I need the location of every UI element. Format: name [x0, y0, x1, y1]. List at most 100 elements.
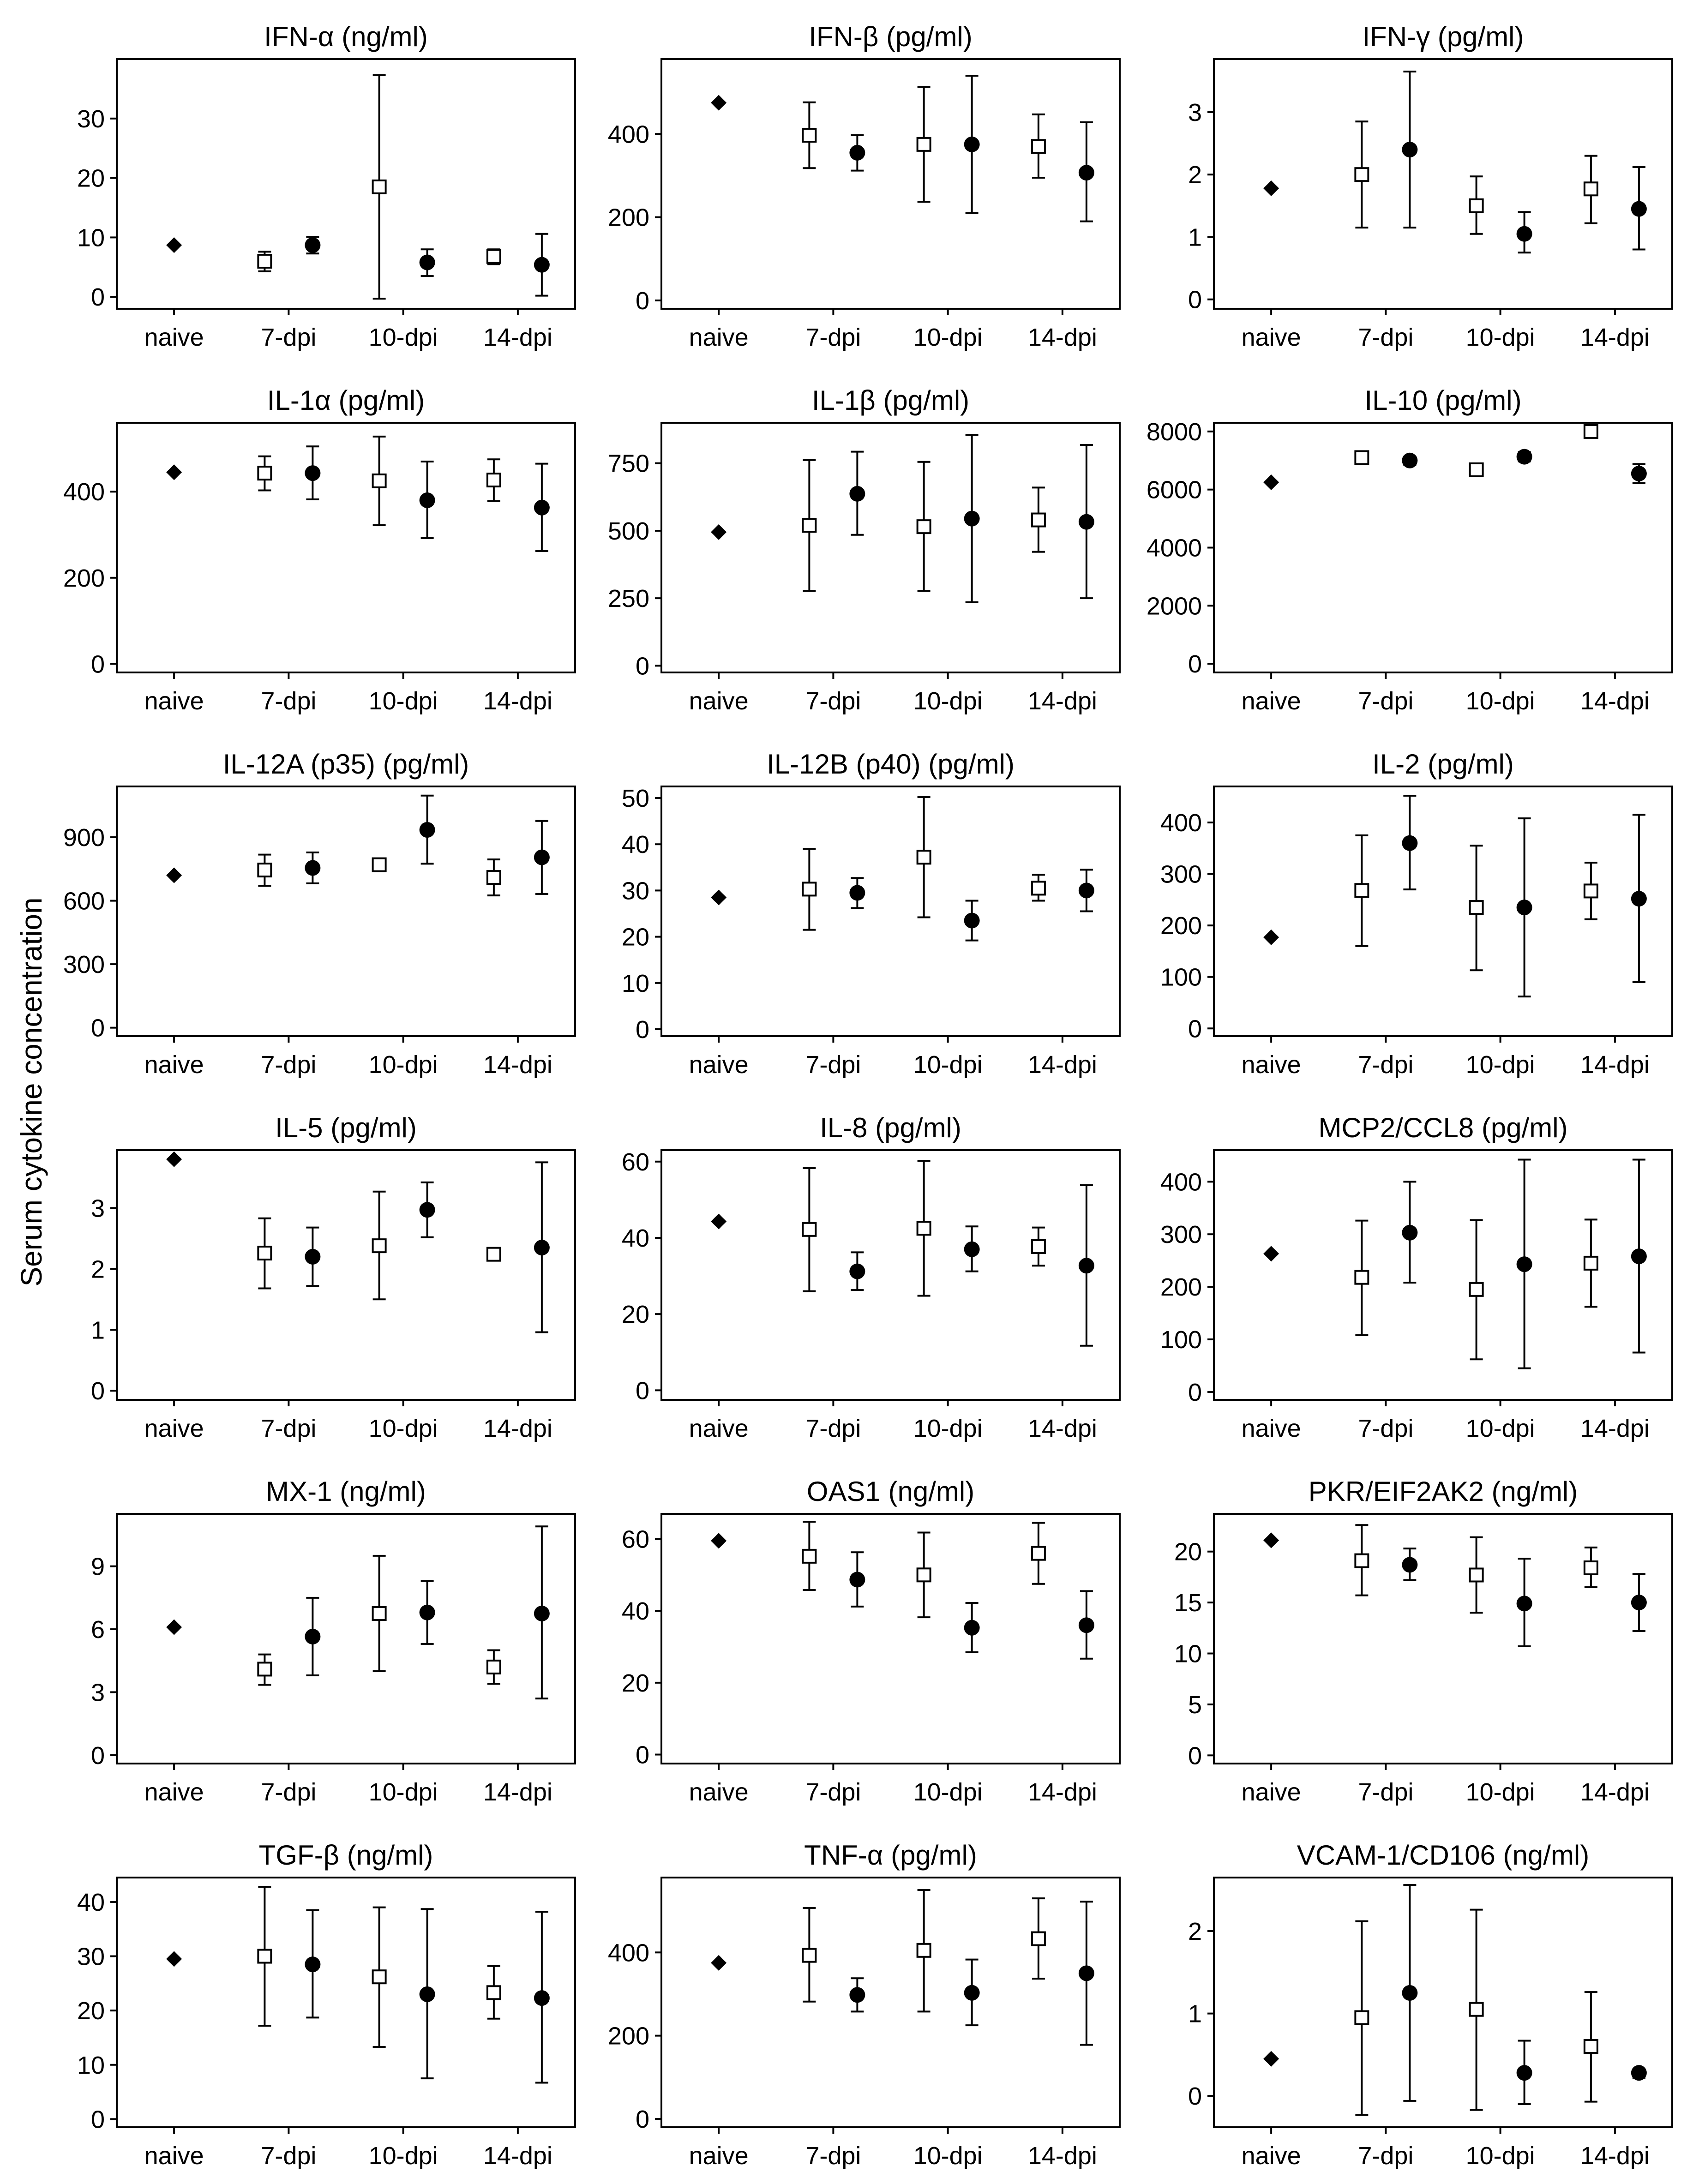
- y-tick-label: 0: [636, 1016, 649, 1044]
- filled-circle-point: [1516, 900, 1532, 916]
- filled-circle-point: [305, 1956, 321, 1973]
- naive-point: [166, 1151, 182, 1167]
- filled-circle-point: [1402, 1985, 1418, 2001]
- open-square-point: [1031, 139, 1046, 154]
- x-tick-label: naive: [144, 2142, 204, 2170]
- naive-point: [711, 889, 727, 906]
- panel-il-1-pg-ml: IL-1β (pg/ml) 0 250 500 750 naive 7-dpi 10-dpi 1…: [608, 385, 1121, 715]
- panel-il-12a-p35-pg-ml: IL-12A (p35) (pg/ml) 0 300 600 900 naive 7-dpi…: [63, 749, 576, 1079]
- x-tick-label: 10-dpi: [369, 1051, 438, 1079]
- open-square-point: [372, 179, 387, 194]
- panel-frame: [660, 1513, 1121, 1764]
- x-tick-label: 7-dpi: [805, 1778, 861, 1806]
- panel-tgf-ng-ml: TGF-β (ng/ml) 0 10 20 30 40 naive 7-dpi 10-dpi 14…: [77, 1840, 576, 2170]
- panel-title: IFN-γ (pg/ml): [1363, 21, 1524, 52]
- panel-ifn-ng-ml: IFN-α (ng/ml) 0 10 20 30 naive 7-dpi 10-dpi 14-d…: [77, 21, 576, 351]
- filled-circle-point: [534, 849, 550, 865]
- filled-circle-point: [1078, 1258, 1094, 1274]
- panel-title: MCP2/CCL8 (pg/ml): [1318, 1112, 1567, 1143]
- naive-point: [711, 1955, 727, 1971]
- naive-point: [1263, 1246, 1279, 1262]
- y-tick-label: 1: [91, 1316, 105, 1344]
- filled-circle-point: [1078, 514, 1094, 530]
- filled-circle-point: [419, 1604, 435, 1620]
- filled-circle-point: [1516, 1596, 1532, 1612]
- y-tick-label: 500: [608, 517, 649, 545]
- y-tick-label: 400: [608, 1939, 649, 1967]
- panel-pkr-eif2ak2-ng-ml: PKR/EIF2AK2 (ng/ml) 0 5 10 15 20 naive 7-dpi 10-…: [1174, 1476, 1673, 1806]
- x-tick-label: naive: [144, 1778, 204, 1806]
- open-square-point: [1354, 1270, 1369, 1285]
- panel-frame: [116, 1513, 576, 1764]
- open-square-point: [916, 1221, 931, 1236]
- filled-circle-point: [1516, 449, 1532, 465]
- open-square-point: [1031, 1931, 1046, 1946]
- panel-oas1-ng-ml: OAS1 (ng/ml) 0 20 40 60 naive 7-dpi 10-dpi 14-dp…: [622, 1476, 1121, 1806]
- filled-circle-point: [1516, 1256, 1532, 1272]
- open-square-point: [802, 1948, 817, 1963]
- panel-frame: [1213, 1149, 1673, 1401]
- open-square-point: [257, 863, 272, 878]
- x-tick-label: 7-dpi: [261, 324, 316, 351]
- panel-title: IFN-β (pg/ml): [809, 21, 973, 52]
- x-tick-label: 14-dpi: [483, 324, 552, 351]
- filled-circle-point: [849, 1987, 865, 2003]
- naive-point: [166, 464, 182, 480]
- x-tick-label: 14-dpi: [1580, 2142, 1650, 2170]
- x-tick-label: naive: [1242, 324, 1301, 351]
- x-tick-label: 7-dpi: [261, 1778, 316, 1806]
- x-tick-label: 7-dpi: [1358, 687, 1413, 715]
- y-tick-label: 20: [77, 1997, 105, 2025]
- x-tick-label: 10-dpi: [913, 1778, 983, 1806]
- open-square-point: [1583, 883, 1598, 899]
- filled-circle-point: [964, 1620, 980, 1636]
- y-tick-label: 400: [608, 120, 649, 148]
- y-tick-label: 1: [1188, 2000, 1202, 2028]
- x-tick-label: naive: [1242, 1051, 1301, 1079]
- y-tick-label: 0: [91, 1014, 105, 1042]
- y-tick-label: 0: [1188, 1379, 1202, 1406]
- y-tick-label: 0: [1188, 286, 1202, 314]
- panel-frame: [116, 1149, 576, 1401]
- y-tick-label: 3: [91, 1194, 105, 1222]
- y-tick-label: 20: [622, 1669, 649, 1697]
- x-tick-label: 14-dpi: [1028, 2142, 1097, 2170]
- y-tick-label: 3: [91, 1679, 105, 1706]
- filled-circle-point: [534, 1240, 550, 1256]
- y-tick-label: 0: [636, 287, 649, 315]
- filled-circle-point: [1402, 1557, 1418, 1573]
- x-tick-label: 10-dpi: [1466, 2142, 1535, 2170]
- y-tick-label: 400: [1160, 809, 1202, 837]
- panel-il-5-pg-ml: IL-5 (pg/ml) 0 1 2 3 naive 7-dpi 10-dpi 14-dpi: [91, 1112, 576, 1442]
- open-square-point: [1031, 881, 1046, 896]
- x-tick-label: 10-dpi: [369, 1778, 438, 1806]
- x-tick-label: naive: [689, 324, 749, 351]
- open-square-point: [1354, 1553, 1369, 1568]
- y-tick-label: 10: [1174, 1640, 1202, 1668]
- panel-frame: [660, 422, 1121, 673]
- filled-circle-point: [305, 1628, 321, 1644]
- y-tick-label: 15: [1174, 1589, 1202, 1617]
- y-tick-label: 20: [622, 924, 649, 951]
- open-square-point: [1469, 462, 1484, 477]
- naive-point: [1263, 180, 1279, 196]
- x-tick-label: 7-dpi: [1358, 1051, 1413, 1079]
- open-square-point: [257, 466, 272, 481]
- open-square-point: [1031, 512, 1046, 528]
- y-tick-label: 10: [77, 2052, 105, 2079]
- x-tick-label: naive: [689, 687, 749, 715]
- y-axis-title: Serum cytokine concentration: [15, 897, 48, 1286]
- filled-circle-point: [534, 257, 550, 273]
- y-tick-label: 0: [91, 1742, 105, 1770]
- filled-circle-point: [964, 912, 980, 929]
- filled-circle-point: [1078, 882, 1094, 899]
- panel-title: TNF-α (pg/ml): [804, 1840, 977, 1871]
- y-tick-label: 200: [608, 2022, 649, 2050]
- open-square-point: [1469, 2002, 1484, 2017]
- open-square-point: [1354, 167, 1369, 182]
- y-tick-label: 0: [636, 1741, 649, 1769]
- open-square-point: [486, 473, 501, 488]
- open-square-point: [257, 1949, 272, 1964]
